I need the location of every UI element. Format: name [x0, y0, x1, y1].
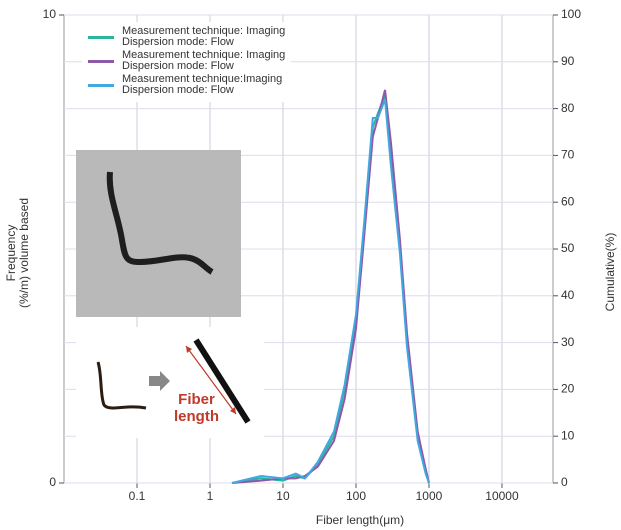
legend-label: Measurement technique: Imaging Dispersio… — [122, 49, 286, 72]
y2-tick-label: 100 — [561, 7, 581, 21]
y2-tick-label: 0 — [561, 475, 568, 489]
x-tick-label: 100 — [346, 489, 366, 503]
series-line — [231, 98, 430, 484]
x-axis-label: Fiber length(μm) — [315, 513, 405, 527]
y-tick-label: 10 — [43, 7, 57, 21]
x-tick-label: 0.1 — [129, 489, 146, 503]
x-tick-label: 1000 — [416, 489, 443, 503]
series-line — [231, 89, 430, 484]
x-tick-label: 1 — [207, 489, 214, 503]
y2-tick-label: 70 — [561, 148, 575, 162]
legend-swatch — [88, 35, 114, 39]
x-tick-label: 10000 — [485, 489, 519, 503]
y2-tick-label: 10 — [561, 428, 575, 442]
annotation: Fiber length — [174, 391, 219, 425]
y2-tick-label: 80 — [561, 101, 575, 115]
x-tick-label: 10 — [276, 489, 290, 503]
y2-tick-label: 40 — [561, 288, 575, 302]
legend-entry: Measurement technique: Imaging Dispersio… — [88, 26, 285, 48]
legend-label: Measurement technique:Imaging Dispersion… — [122, 73, 283, 96]
y2-tick-label: 90 — [561, 54, 575, 68]
legend-entry: Measurement technique: Imaging Dispersio… — [88, 50, 285, 72]
y2-axis-label: Cumulative(%) — [603, 232, 617, 312]
legend: Measurement technique: Imaging Dispersio… — [82, 22, 292, 102]
legend-label: Measurement technique: Imaging Dispersio… — [122, 25, 286, 48]
y-axis-label: Frequency (%/m) volume based — [4, 197, 31, 309]
legend-entry: Measurement technique:Imaging Dispersion… — [88, 74, 285, 96]
y2-tick-label: 30 — [561, 335, 575, 349]
y2-tick-label: 50 — [561, 241, 575, 255]
y-tick-label: 0 — [49, 475, 56, 489]
y2-tick-label: 60 — [561, 194, 575, 208]
legend-swatch — [88, 59, 114, 63]
legend-swatch — [88, 83, 114, 87]
y2-tick-label: 20 — [561, 382, 575, 396]
